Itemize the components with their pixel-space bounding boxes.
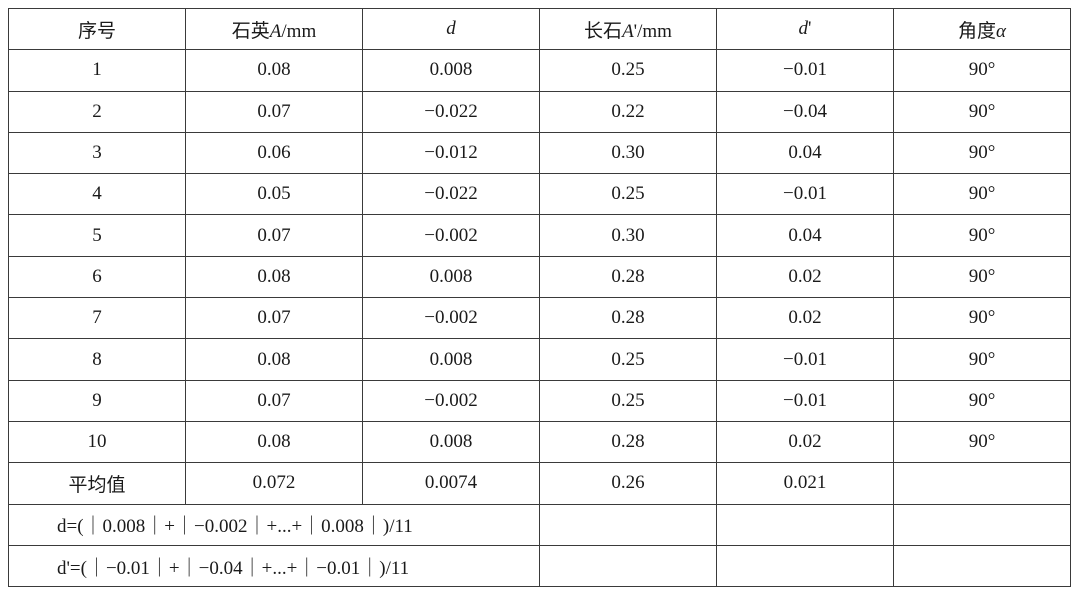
table-row: 9 0.07 −0.002 0.25 −0.01 90° (8, 379, 1071, 422)
cell-feldspar-a: 0.22 (539, 90, 717, 133)
cell-d-prime: −0.04 (716, 90, 894, 133)
cell-quartz-a: 0.08 (185, 338, 363, 381)
cell-d: −0.022 (362, 173, 540, 216)
cell-d: −0.002 (362, 214, 540, 257)
cell-d-prime: 0.02 (716, 297, 894, 340)
cell-quartz-a: 0.05 (185, 173, 363, 216)
cell-index: 8 (8, 338, 186, 381)
cell-d-prime: 0.04 (716, 214, 894, 257)
cell-feldspar-a: 0.30 (539, 214, 717, 257)
cell-d: −0.002 (362, 379, 540, 422)
average-d: 0.0074 (362, 462, 540, 505)
cell-index: 6 (8, 255, 186, 299)
header-d-prime: d' (716, 7, 894, 51)
cell-angle: 90° (893, 420, 1071, 464)
cell-feldspar-a: 0.28 (539, 297, 717, 340)
cell-angle: 90° (893, 49, 1071, 92)
cell-quartz-a: 0.07 (185, 379, 363, 422)
cell-d-prime: −0.01 (716, 338, 894, 381)
cell-angle: 90° (893, 131, 1071, 175)
cell-quartz-a: 0.08 (185, 255, 363, 299)
cell-d-prime: −0.01 (716, 173, 894, 216)
cell-d-prime: 0.04 (716, 131, 894, 175)
average-d-prime: 0.021 (716, 462, 894, 505)
cell-index: 10 (8, 420, 186, 464)
cell-quartz-a: 0.08 (185, 420, 363, 464)
formula-d: d=(｜0.008｜+｜−0.002｜+...+｜0.008｜)/11 (8, 503, 540, 546)
table-row: 5 0.07 −0.002 0.30 0.04 90° (8, 214, 1071, 257)
cell-feldspar-a: 0.25 (539, 379, 717, 422)
cell-quartz-a: 0.07 (185, 214, 363, 257)
data-table-container: 序号 石英A/mm d 长石A'/mm d' 角度α 1 0.08 0.008 … (8, 7, 1071, 588)
cell-d: −0.022 (362, 90, 540, 133)
cell-angle: 90° (893, 255, 1071, 299)
cell-feldspar-a: 0.25 (539, 173, 717, 216)
table-row: 3 0.06 −0.012 0.30 0.04 90° (8, 131, 1071, 175)
empty-cell (893, 503, 1071, 546)
cell-d-prime: 0.02 (716, 255, 894, 299)
table-row: 7 0.07 −0.002 0.28 0.02 90° (8, 297, 1071, 340)
cell-feldspar-a: 0.30 (539, 131, 717, 175)
cell-index: 7 (8, 297, 186, 340)
cell-index: 9 (8, 379, 186, 422)
table-row: 4 0.05 −0.022 0.25 −0.01 90° (8, 173, 1071, 216)
formula-row-d-prime: d'=(｜−0.01｜+｜−0.04｜+...+｜−0.01｜)/11 (8, 544, 1071, 588)
cell-d: 0.008 (362, 338, 540, 381)
header-feldspar-a: 长石A'/mm (539, 7, 717, 51)
header-row: 序号 石英A/mm d 长石A'/mm d' 角度α (8, 7, 1071, 51)
empty-cell (716, 544, 894, 588)
header-angle: 角度α (893, 7, 1071, 51)
table-row: 2 0.07 −0.022 0.22 −0.04 90° (8, 90, 1071, 133)
empty-cell (539, 503, 717, 546)
header-index: 序号 (8, 7, 186, 51)
cell-angle: 90° (893, 379, 1071, 422)
cell-index: 1 (8, 49, 186, 92)
cell-index: 2 (8, 90, 186, 133)
cell-feldspar-a: 0.28 (539, 255, 717, 299)
cell-d-prime: 0.02 (716, 420, 894, 464)
cell-feldspar-a: 0.28 (539, 420, 717, 464)
header-quartz-a: 石英A/mm (185, 7, 363, 51)
cell-angle: 90° (893, 173, 1071, 216)
cell-d: 0.008 (362, 255, 540, 299)
cell-quartz-a: 0.06 (185, 131, 363, 175)
cell-d: −0.012 (362, 131, 540, 175)
header-d: d (362, 7, 540, 51)
cell-angle: 90° (893, 90, 1071, 133)
cell-quartz-a: 0.07 (185, 90, 363, 133)
table-row: 1 0.08 0.008 0.25 −0.01 90° (8, 49, 1071, 92)
cell-d: 0.008 (362, 49, 540, 92)
empty-cell (716, 503, 894, 546)
cell-quartz-a: 0.07 (185, 297, 363, 340)
formula-d-prime: d'=(｜−0.01｜+｜−0.04｜+...+｜−0.01｜)/11 (8, 544, 540, 588)
table-row: 8 0.08 0.008 0.25 −0.01 90° (8, 338, 1071, 381)
table-row: 6 0.08 0.008 0.28 0.02 90° (8, 255, 1071, 299)
cell-angle: 90° (893, 338, 1071, 381)
empty-cell (539, 544, 717, 588)
cell-feldspar-a: 0.25 (539, 338, 717, 381)
cell-index: 5 (8, 214, 186, 257)
cell-index: 3 (8, 131, 186, 175)
cell-d: 0.008 (362, 420, 540, 464)
average-feldspar-a: 0.26 (539, 462, 717, 505)
cell-d-prime: −0.01 (716, 379, 894, 422)
cell-angle: 90° (893, 214, 1071, 257)
cell-d: −0.002 (362, 297, 540, 340)
cell-index: 4 (8, 173, 186, 216)
empty-cell (893, 544, 1071, 588)
average-label: 平均值 (8, 462, 186, 505)
cell-angle: 90° (893, 297, 1071, 340)
average-quartz-a: 0.072 (185, 462, 363, 505)
cell-feldspar-a: 0.25 (539, 49, 717, 92)
average-row: 平均值 0.072 0.0074 0.26 0.021 (8, 462, 1071, 505)
formula-row-d: d=(｜0.008｜+｜−0.002｜+...+｜0.008｜)/11 (8, 503, 1071, 546)
average-angle (893, 462, 1071, 505)
table-row: 10 0.08 0.008 0.28 0.02 90° (8, 420, 1071, 464)
cell-d-prime: −0.01 (716, 49, 894, 92)
cell-quartz-a: 0.08 (185, 49, 363, 92)
measurement-table: 序号 石英A/mm d 长石A'/mm d' 角度α 1 0.08 0.008 … (8, 7, 1071, 588)
